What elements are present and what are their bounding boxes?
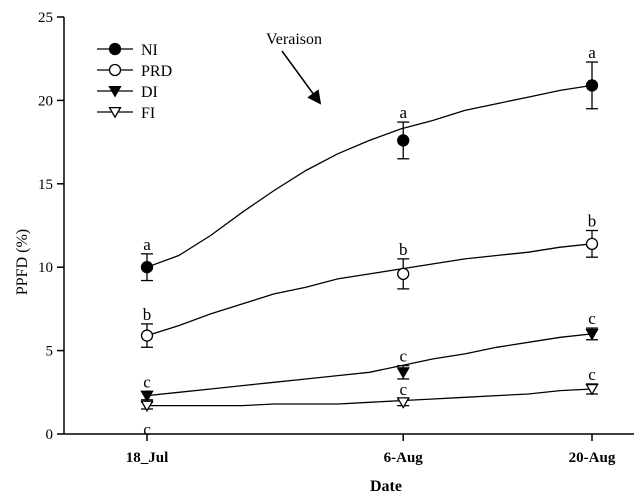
- y-tick-label: 15: [38, 177, 53, 193]
- legend-label: PRD: [141, 63, 172, 80]
- data-point: [397, 267, 410, 281]
- significance-label: c: [588, 309, 596, 328]
- axes: 0 5 10 15 20 25 18_Jul 6-Aug 20-Aug: [38, 10, 634, 466]
- x-tick-label: 18_Jul: [126, 450, 169, 466]
- y-tick-label: 5: [46, 344, 54, 360]
- y-tick-label: 20: [38, 93, 53, 109]
- data-point: [585, 79, 599, 92]
- series-fi: c ccc: [140, 365, 599, 439]
- annotation-label: Veraison: [266, 31, 322, 48]
- data-point: [140, 261, 154, 274]
- significance-label: c: [143, 372, 151, 391]
- legend: NI PRD DI FI: [97, 42, 172, 122]
- series-prd: b b b: [140, 212, 599, 348]
- data-point: [108, 42, 122, 56]
- data-point: [585, 328, 599, 341]
- data-point: [396, 397, 410, 409]
- significance-label: c: [143, 383, 151, 402]
- x-tick-label: 6-Aug: [384, 450, 424, 466]
- significance-label: b: [143, 305, 152, 324]
- y-axis-title: PPFD (%): [14, 229, 31, 295]
- data-point: [108, 106, 122, 119]
- legend-item-ni: NI: [97, 42, 158, 59]
- data-point: [108, 63, 122, 77]
- y-tick-label: 25: [38, 10, 53, 26]
- data-point: [140, 400, 154, 413]
- x-tick-label: 20-Aug: [569, 450, 616, 466]
- significance-label: a: [143, 235, 151, 254]
- x-axis-title: Date: [370, 478, 402, 495]
- legend-item-fi: FI: [97, 105, 155, 122]
- data-point: [585, 237, 599, 250]
- significance-label: a: [588, 43, 596, 62]
- data-point: [140, 329, 154, 342]
- data-point: [108, 85, 122, 98]
- legend-label: DI: [141, 84, 158, 101]
- data-point: [140, 390, 154, 403]
- significance-label: b: [399, 240, 408, 259]
- significance-label: b: [588, 212, 597, 231]
- significance-label: a: [399, 103, 407, 122]
- series-line: [146, 84, 593, 268]
- significance-label: c: [588, 365, 596, 384]
- significance-label: c: [143, 420, 151, 439]
- data-point: [396, 367, 410, 379]
- legend-item-prd: PRD: [97, 63, 172, 80]
- series-line: [147, 388, 593, 407]
- series-line: [146, 333, 593, 397]
- data-point: [585, 383, 599, 396]
- significance-label: c: [399, 380, 407, 399]
- legend-item-di: DI: [97, 84, 158, 101]
- annotation: Veraison: [266, 31, 322, 105]
- series-di: ccc: [140, 309, 599, 403]
- y-tick-label: 0: [46, 427, 54, 443]
- y-tick-label: 10: [38, 260, 53, 276]
- legend-label: NI: [141, 42, 158, 59]
- significance-label: c: [399, 347, 407, 366]
- series-ni: a a a: [140, 43, 599, 282]
- data-point: [397, 134, 410, 147]
- legend-label: FI: [141, 105, 155, 122]
- series-line: [146, 243, 593, 337]
- annotation-arrow: [281, 50, 322, 105]
